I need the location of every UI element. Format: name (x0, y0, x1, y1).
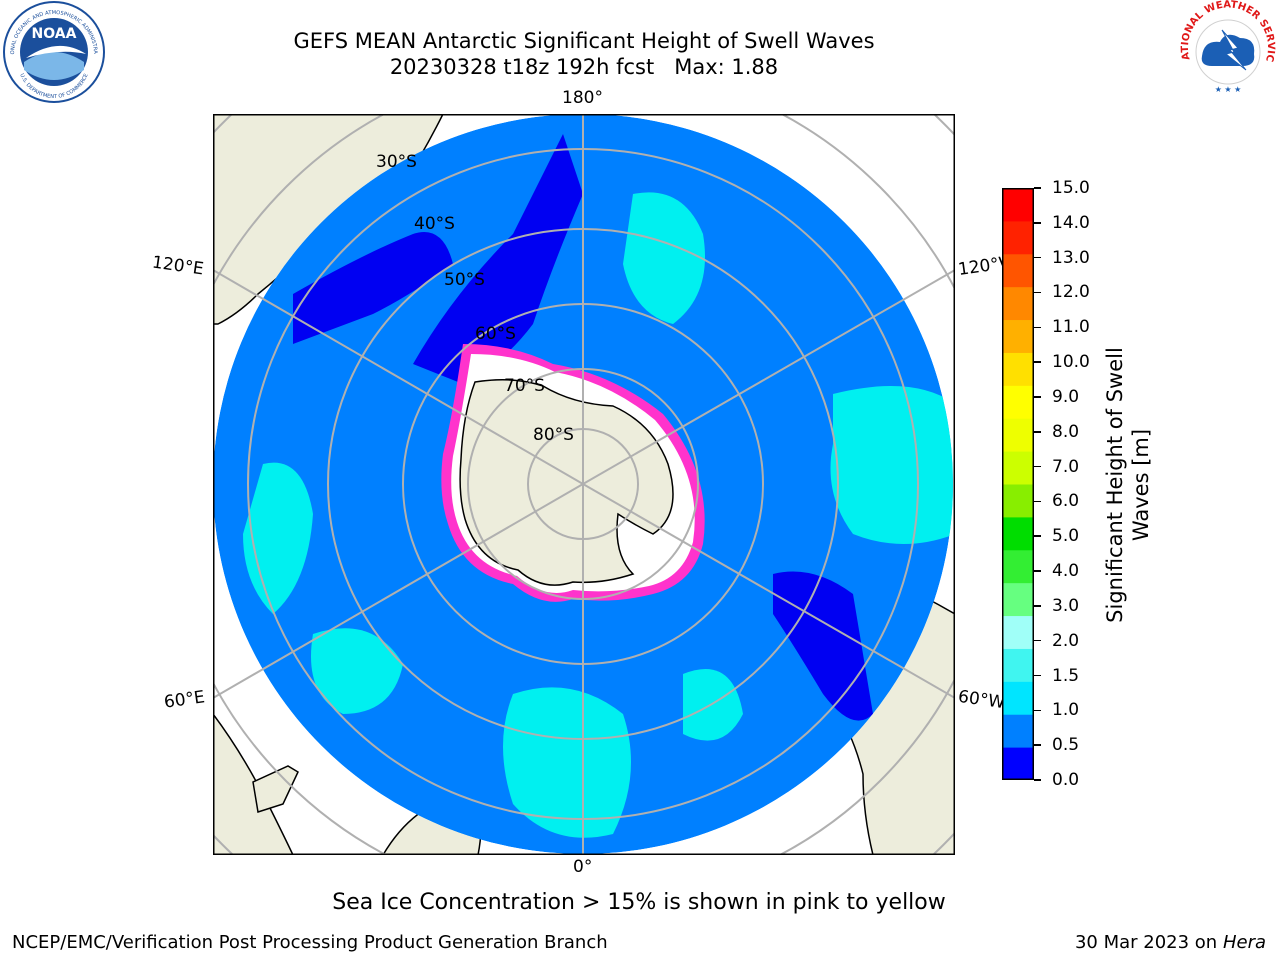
colorbar-tick-label: 0.0 (1052, 770, 1080, 790)
colorbar-segment (1002, 253, 1034, 288)
polar-map (213, 114, 955, 855)
colorbar-tick-label: 11.0 (1052, 317, 1090, 338)
colorbar-segment (1002, 484, 1034, 518)
colorbar-segment (1002, 188, 1034, 222)
footer-date-text: 30 Mar 2023 on (1074, 932, 1218, 953)
colorbar-tick (1034, 779, 1041, 781)
colorbar-tick (1034, 500, 1041, 503)
colorbar-tick (1034, 431, 1041, 433)
chart-subtitle: 20230328 t18z 192h fcst Max: 1.88 (389, 55, 779, 79)
colorbar-tick-label: 2.0 (1052, 630, 1080, 651)
colorbar-tick (1034, 605, 1041, 607)
low-swell-region (413, 134, 583, 384)
colorbar-tick (1034, 744, 1041, 746)
svg-text:★ ★ ★: ★ ★ ★ (1215, 85, 1242, 94)
lat-label-60s: 60°S (475, 324, 516, 344)
lon-label-60w: 60°W (956, 686, 1007, 714)
footer-host: Hera (1222, 932, 1266, 953)
colorbar-segment (1002, 714, 1034, 748)
colorbar-tick-label: 1.5 (1052, 665, 1080, 686)
lon-label-0: 0° (573, 857, 593, 877)
colorbar-segment (1002, 451, 1034, 485)
lon-label-60e: 60°E (162, 687, 207, 713)
colorbar-tick (1034, 570, 1041, 572)
colorbar-title-line2: Waves [m] (1129, 428, 1153, 542)
graticule (213, 114, 955, 855)
lon-label-120e: 120°E (150, 252, 205, 280)
lat-label-30s: 30°S (376, 152, 417, 172)
footer-credit: NCEP/EMC/Verification Post Processing Pr… (12, 932, 608, 953)
colorbar-segment (1002, 418, 1034, 452)
colorbar-tick-label: 1.0 (1052, 700, 1080, 721)
colorbar-tick-label: 9.0 (1052, 386, 1080, 407)
land-madagascar (252, 765, 299, 813)
colorbar (1002, 188, 1034, 780)
colorbar-segment (1002, 286, 1034, 321)
colorbar-segment (1002, 747, 1034, 780)
colorbar-tick (1034, 187, 1041, 189)
colorbar-tick-label: 14.0 (1052, 212, 1090, 233)
colorbar-tick-label: 7.0 (1052, 456, 1080, 477)
colorbar-tick (1034, 222, 1041, 224)
colorbar-tick (1034, 326, 1041, 329)
colorbar-segment (1002, 648, 1034, 682)
colorbar-segment (1002, 516, 1034, 551)
colorbar-segment (1002, 385, 1034, 419)
land-antarctica (459, 379, 674, 586)
colorbar-tick (1034, 361, 1041, 363)
noaa-logo-text: NOAA (32, 26, 77, 42)
colorbar-tick (1034, 639, 1041, 642)
colorbar-segment (1002, 352, 1034, 386)
noaa-logo: NOAA NATIONAL OCEANIC AND ATMOSPHERIC AD… (2, 0, 105, 103)
colorbar-tick (1034, 291, 1041, 294)
colorbar-tick-label: 4.0 (1052, 561, 1080, 582)
colorbar-tick-label: 8.0 (1052, 421, 1080, 442)
chart-title: GEFS MEAN Antarctic Significant Height o… (293, 29, 875, 53)
colorbar-tick-label: 0.5 (1052, 735, 1080, 756)
colorbar-segment (1002, 615, 1034, 649)
colorbar-segment (1002, 220, 1034, 255)
colorbar-tick (1034, 709, 1041, 712)
colorbar-segment (1002, 681, 1034, 715)
caption: Sea Ice Concentration > 15% is shown in … (332, 890, 946, 915)
lat-label-80s: 80°S (533, 425, 574, 445)
colorbar-tick-label: 12.0 (1052, 282, 1090, 303)
colorbar-tick-label: 15.0 (1052, 178, 1090, 198)
colorbar-tick (1034, 396, 1041, 398)
colorbar-segment (1002, 319, 1034, 353)
colorbar-tick (1034, 256, 1041, 259)
colorbar-tick (1034, 674, 1041, 677)
colorbar-tick-label: 5.0 (1052, 526, 1080, 547)
footer-date: 30 Mar 2023 on Hera (1075, 932, 1266, 953)
colorbar-tick-label: 13.0 (1052, 247, 1090, 268)
lat-label-70s: 70°S (504, 376, 545, 396)
colorbar-segment (1002, 549, 1034, 584)
colorbar-tick-label: 3.0 (1052, 595, 1080, 616)
lon-label-180: 180° (562, 88, 603, 108)
colorbar-tick (1034, 465, 1041, 468)
colorbar-tick-label: 6.0 (1052, 491, 1080, 512)
colorbar-tick (1034, 535, 1041, 537)
nws-logo: NATIONAL WEATHER SERVICE ★ ★ ★ (1176, 0, 1278, 102)
colorbar-segment (1002, 582, 1034, 617)
lat-label-50s: 50°S (444, 270, 485, 290)
colorbar-tick-label: 10.0 (1052, 352, 1090, 373)
lat-label-40s: 40°S (414, 214, 455, 234)
colorbar-title-line1: Significant Height of Swell (1103, 347, 1127, 623)
